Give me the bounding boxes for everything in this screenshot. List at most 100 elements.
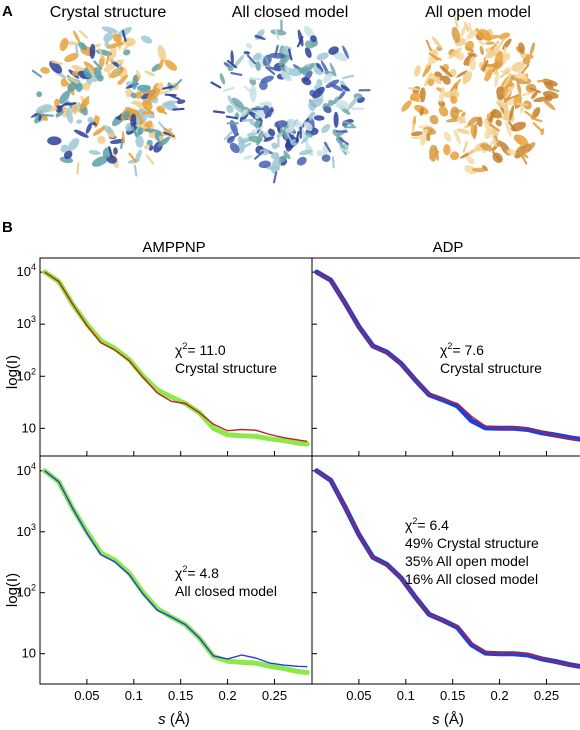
protein-blob xyxy=(80,95,92,110)
protein-strand xyxy=(411,136,424,140)
protein-blob xyxy=(513,73,523,79)
experimental-curve xyxy=(42,269,310,447)
protein-blob xyxy=(304,40,315,49)
protein-blob xyxy=(60,144,69,153)
chi-square-label: χ2= 7.6 xyxy=(440,341,484,358)
protein-blob xyxy=(258,160,271,169)
protein-strand xyxy=(41,113,54,117)
protein-blob xyxy=(298,67,306,74)
protein-blob xyxy=(267,66,282,72)
protein-blob xyxy=(40,67,50,74)
model-annotation: Crystal structure xyxy=(440,360,542,376)
protein-strand xyxy=(172,107,185,111)
protein-blob xyxy=(89,43,96,59)
protein-blob xyxy=(492,129,499,138)
y-tick-label: 102 xyxy=(17,583,36,600)
all-open-model-image xyxy=(401,16,560,175)
protein-strand xyxy=(143,95,155,103)
protein-blob xyxy=(304,47,312,58)
protein-blob xyxy=(451,26,461,43)
protein-strand xyxy=(93,60,103,71)
protein-blob xyxy=(316,150,323,157)
protein-blob xyxy=(303,63,315,76)
protein-blob xyxy=(97,74,104,82)
protein-blob xyxy=(483,69,493,83)
x-tick-label: 0.1 xyxy=(125,688,143,703)
protein-strand xyxy=(425,39,432,52)
panel-a-label: A xyxy=(2,3,13,20)
protein-strand xyxy=(408,87,421,91)
protein-blob xyxy=(485,41,495,45)
protein-blob xyxy=(59,90,71,104)
protein-strand xyxy=(162,85,175,90)
protein-blob xyxy=(419,87,426,103)
protein-strand xyxy=(323,141,332,153)
x-tick-label: 0.1 xyxy=(397,688,415,703)
protein-blob xyxy=(450,106,460,120)
protein-blob xyxy=(135,91,142,99)
y-tick-label: 103 xyxy=(17,522,36,539)
protein-blob xyxy=(78,42,87,51)
protein-blob xyxy=(429,115,439,125)
protein-blob xyxy=(448,47,462,59)
protein-blob xyxy=(513,134,528,146)
protein-blob xyxy=(409,97,420,102)
column-title-adp: ADP xyxy=(433,239,464,256)
protein-blob xyxy=(419,107,424,116)
protein-strand xyxy=(503,76,511,87)
protein-blob xyxy=(109,139,125,144)
protein-blob xyxy=(63,150,73,160)
protein-strand xyxy=(295,131,300,143)
protein-strand xyxy=(494,135,501,147)
protein-blob xyxy=(427,78,435,87)
protein-blob xyxy=(325,79,340,89)
protein-blob xyxy=(511,61,526,72)
protein-strand xyxy=(141,90,154,95)
structure-title-open: All open model xyxy=(425,4,531,21)
protein-blob xyxy=(308,112,316,118)
protein-strand xyxy=(532,122,543,132)
protein-blob xyxy=(301,134,310,145)
protein-strand xyxy=(128,152,137,163)
protein-strand xyxy=(520,153,528,165)
protein-blob xyxy=(310,35,317,43)
protein-blob xyxy=(102,125,114,135)
protein-strand xyxy=(482,59,489,72)
structure-title-crystal: Crystal structure xyxy=(50,4,167,21)
protein-blob xyxy=(226,104,234,114)
protein-blob xyxy=(313,115,325,121)
protein-strand xyxy=(492,135,498,148)
protein-blob xyxy=(271,142,278,150)
x-tick-label: 0.05 xyxy=(74,688,99,703)
protein-strand xyxy=(495,41,499,55)
protein-blob xyxy=(464,165,477,175)
x-axis-label-variable: s xyxy=(158,711,166,728)
protein-strand xyxy=(75,44,79,57)
protein-blob xyxy=(75,82,83,92)
protein-blob xyxy=(280,70,293,83)
protein-strand xyxy=(64,102,77,106)
chi-square-label: χ2= 4.8 xyxy=(175,564,219,581)
ring-pore xyxy=(271,81,309,119)
protein-blob xyxy=(347,95,359,110)
protein-blob xyxy=(439,86,446,103)
protein-blob xyxy=(270,29,287,36)
protein-strand xyxy=(339,146,351,154)
protein-blob xyxy=(255,61,261,71)
model-annotation: 49% Crystal structure xyxy=(405,535,539,551)
protein-strand xyxy=(264,56,271,69)
protein-blob xyxy=(49,60,63,74)
protein-blob xyxy=(449,78,462,92)
protein-strand xyxy=(338,137,349,146)
protein-blob xyxy=(471,167,486,173)
protein-strand xyxy=(506,94,519,101)
protein-strand xyxy=(426,129,433,141)
protein-blob xyxy=(135,70,142,79)
protein-blob xyxy=(335,100,349,110)
protein-blob xyxy=(243,155,253,160)
protein-blob xyxy=(502,84,510,96)
protein-blob xyxy=(466,28,480,40)
protein-blob xyxy=(287,115,295,133)
protein-blob xyxy=(263,136,275,142)
protein-blob xyxy=(135,135,144,148)
